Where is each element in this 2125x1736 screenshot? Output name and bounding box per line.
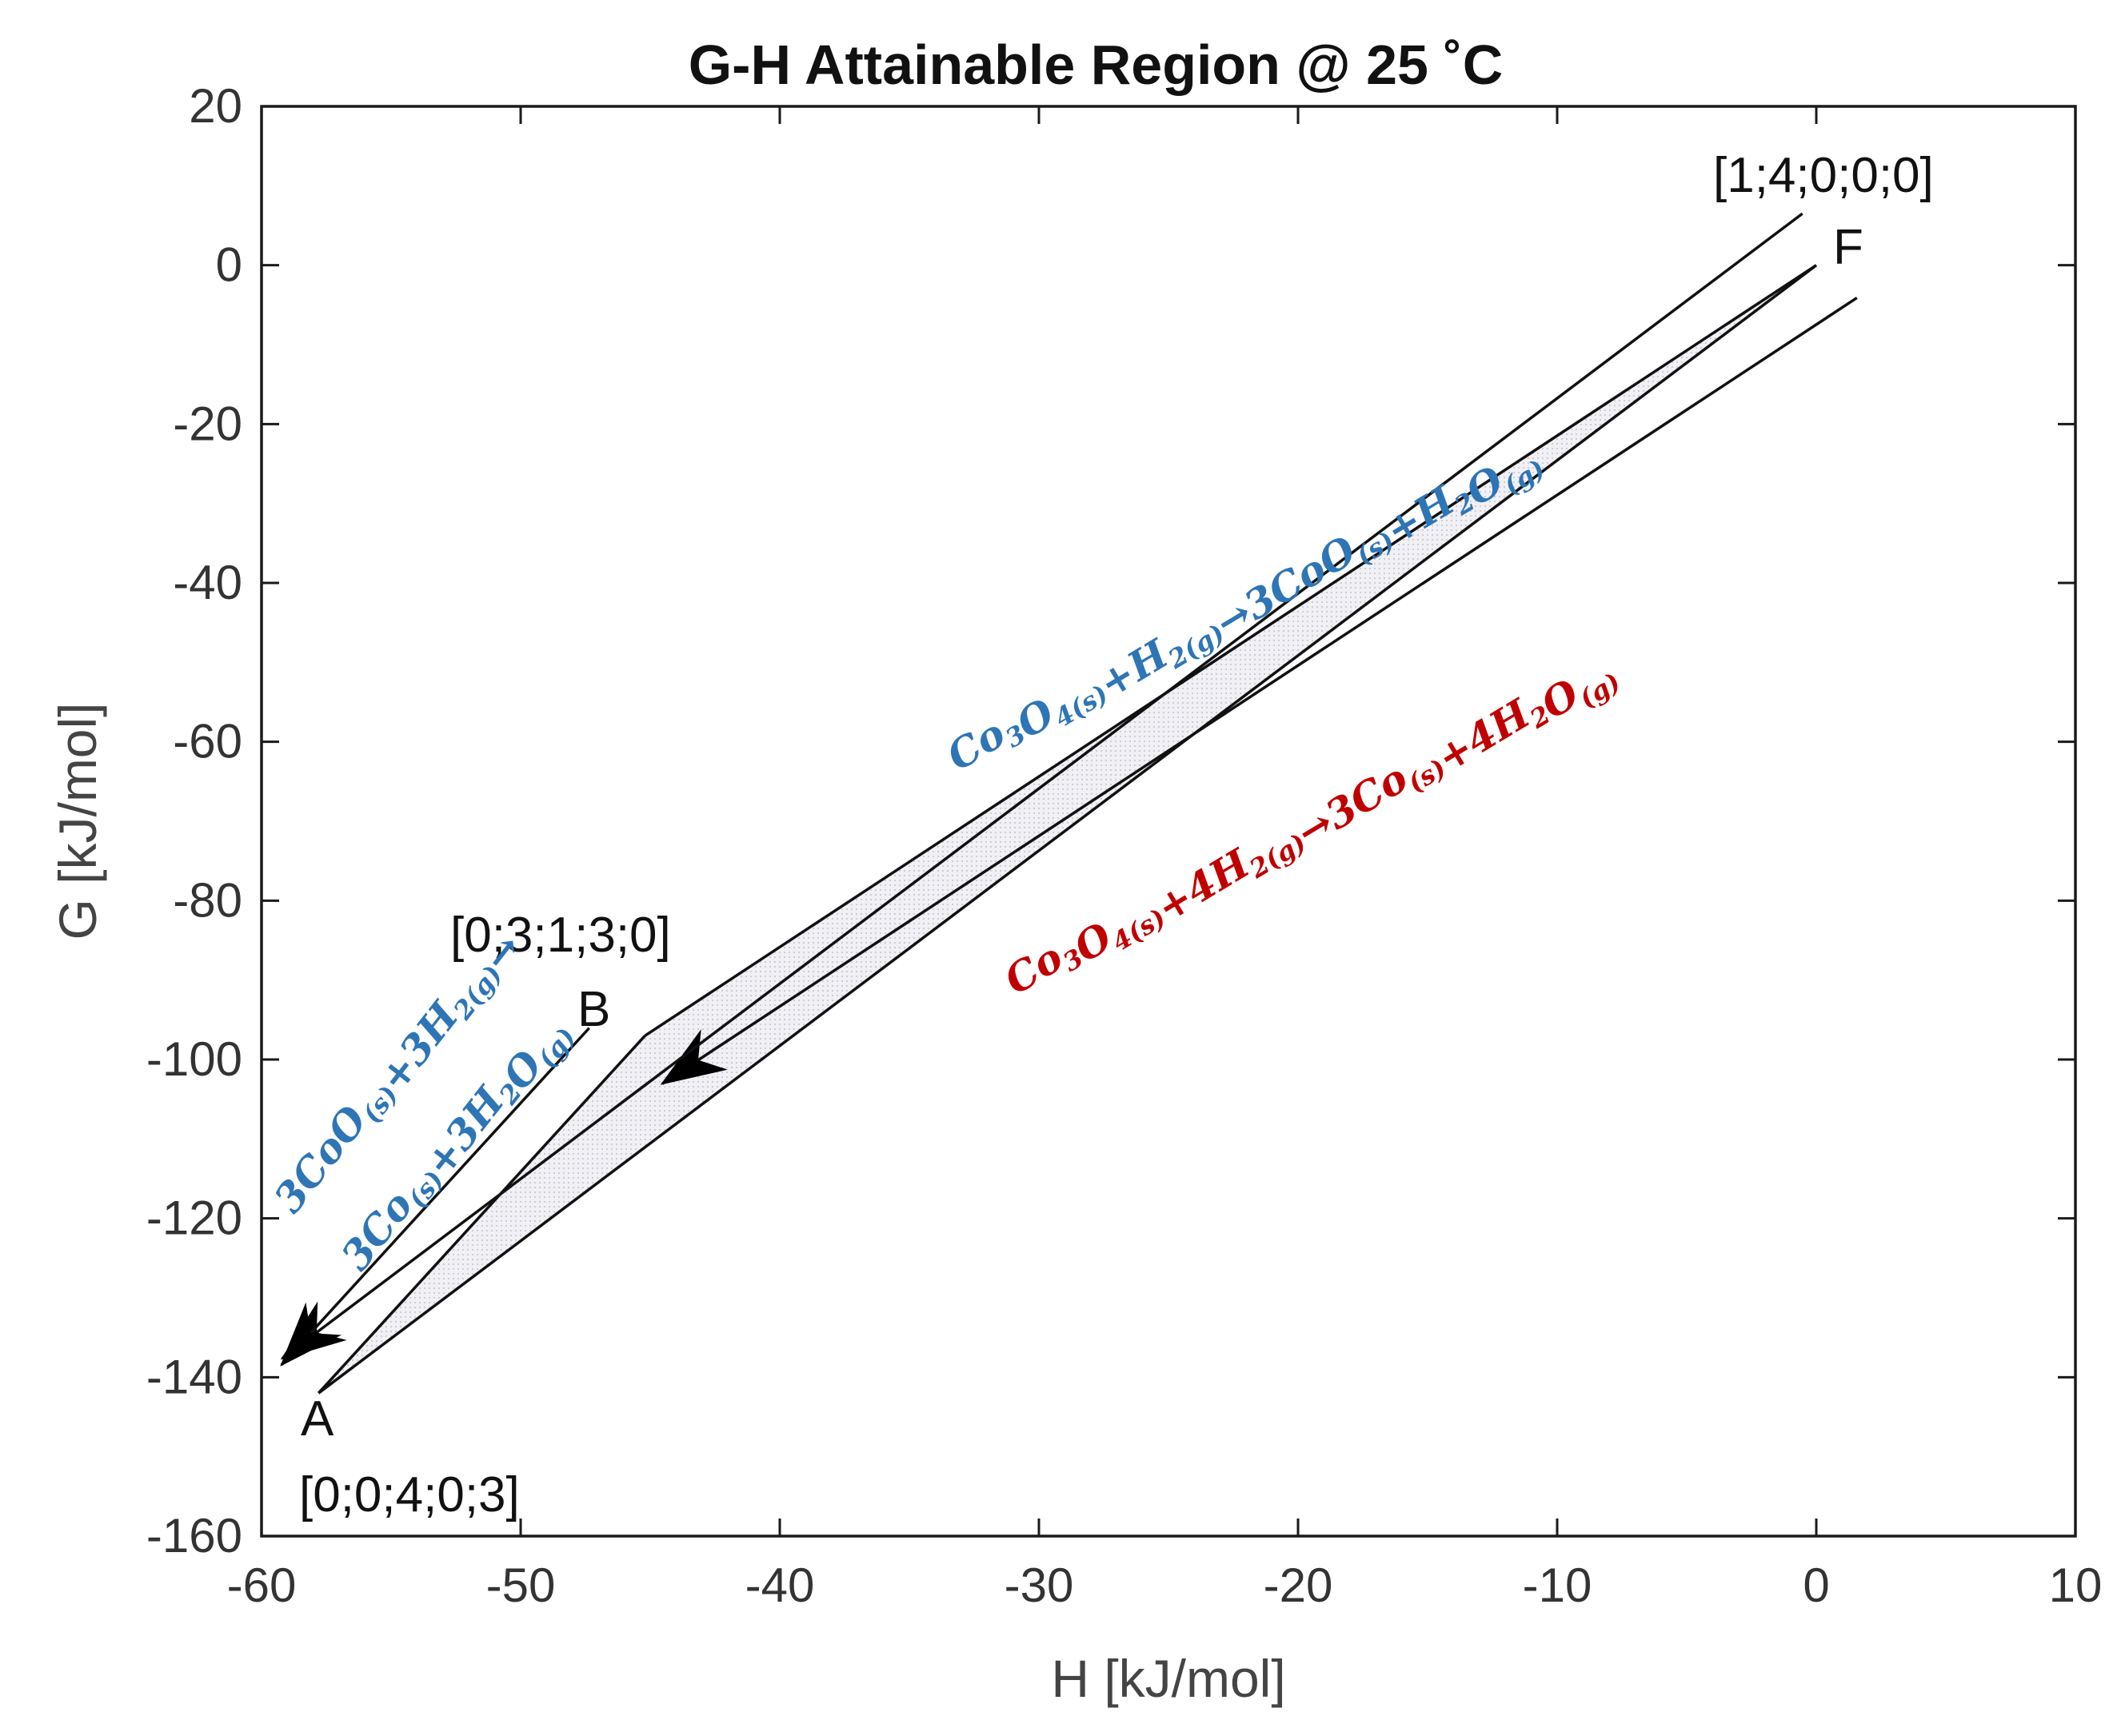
y-tick-label: -160 bbox=[146, 1509, 242, 1562]
point-label-B: [0;3;1;3;0] bbox=[450, 908, 671, 963]
point-label-A: [0;0;4;0;3] bbox=[299, 1467, 520, 1522]
axis-ticks bbox=[260, 105, 2077, 1538]
axes-box bbox=[260, 105, 2077, 1538]
y-tick-label: -40 bbox=[173, 556, 242, 609]
arrow-B-A-shaft bbox=[280, 1027, 591, 1366]
y-tick-label: 0 bbox=[216, 238, 242, 292]
boundary-B-A bbox=[317, 1035, 646, 1395]
x-tick-label: 0 bbox=[1803, 1558, 1829, 1612]
point-B: B bbox=[577, 982, 610, 1037]
y-tick-label: 20 bbox=[189, 79, 242, 133]
arrow-F-B-shaft bbox=[661, 297, 1858, 1085]
boundary-A-F bbox=[318, 264, 1818, 1395]
reaction-arrows bbox=[280, 212, 1858, 1367]
boundary-F-B bbox=[644, 264, 1817, 1037]
arrow-B-A-head bbox=[280, 1302, 342, 1367]
y-tick-label: -120 bbox=[146, 1191, 242, 1245]
x-tick-label: -60 bbox=[227, 1558, 297, 1612]
x-tick-labels: -60 -50 -40 -30 -20 -10 0 10 bbox=[227, 1558, 2103, 1612]
x-tick-label: -10 bbox=[1523, 1558, 1592, 1612]
y-tick-label: -80 bbox=[173, 873, 242, 927]
x-tick-label: -30 bbox=[1005, 1558, 1074, 1612]
y-tick-labels: 20 0 -20 -40 -60 -80 -100 -120 -140 -160 bbox=[146, 79, 242, 1562]
reaction-label-F-A: Co3O4(s)+4H2(g)→3Co(s)+4H2O(g) bbox=[997, 613, 1626, 1042]
y-tick-label: -140 bbox=[146, 1350, 242, 1403]
arrow-F-A-shaft bbox=[281, 212, 1803, 1360]
x-tick-label: -20 bbox=[1264, 1558, 1333, 1612]
x-axis-label: H [kJ/mol] bbox=[1051, 1649, 1285, 1708]
y-tick-label: -100 bbox=[146, 1032, 242, 1086]
reaction-label-F-B: Co3O4(s)+H2(g)→3CoO(s)+H2O(g) bbox=[939, 401, 1551, 818]
y-axis-label: G [kJ/mol] bbox=[48, 702, 107, 940]
point-F: F bbox=[1833, 220, 1863, 275]
y-tick-label: -60 bbox=[173, 715, 242, 768]
x-tick-label: 10 bbox=[2049, 1558, 2103, 1612]
y-tick-label: -20 bbox=[173, 397, 242, 450]
reaction-label-B-A-line1: 3CoO(s)+3H2(g)→ bbox=[265, 915, 531, 1231]
x-tick-label: -50 bbox=[486, 1558, 556, 1612]
x-tick-label: -40 bbox=[745, 1558, 815, 1612]
chart-title: G-H Attainable Region @ 25 ˚C bbox=[689, 34, 1504, 96]
point-label-F: [1;4;0;0;0] bbox=[1713, 148, 1934, 203]
arrow-F-B-head bbox=[660, 1029, 728, 1085]
region-boundary bbox=[317, 264, 1818, 1395]
point-A: A bbox=[301, 1391, 334, 1447]
